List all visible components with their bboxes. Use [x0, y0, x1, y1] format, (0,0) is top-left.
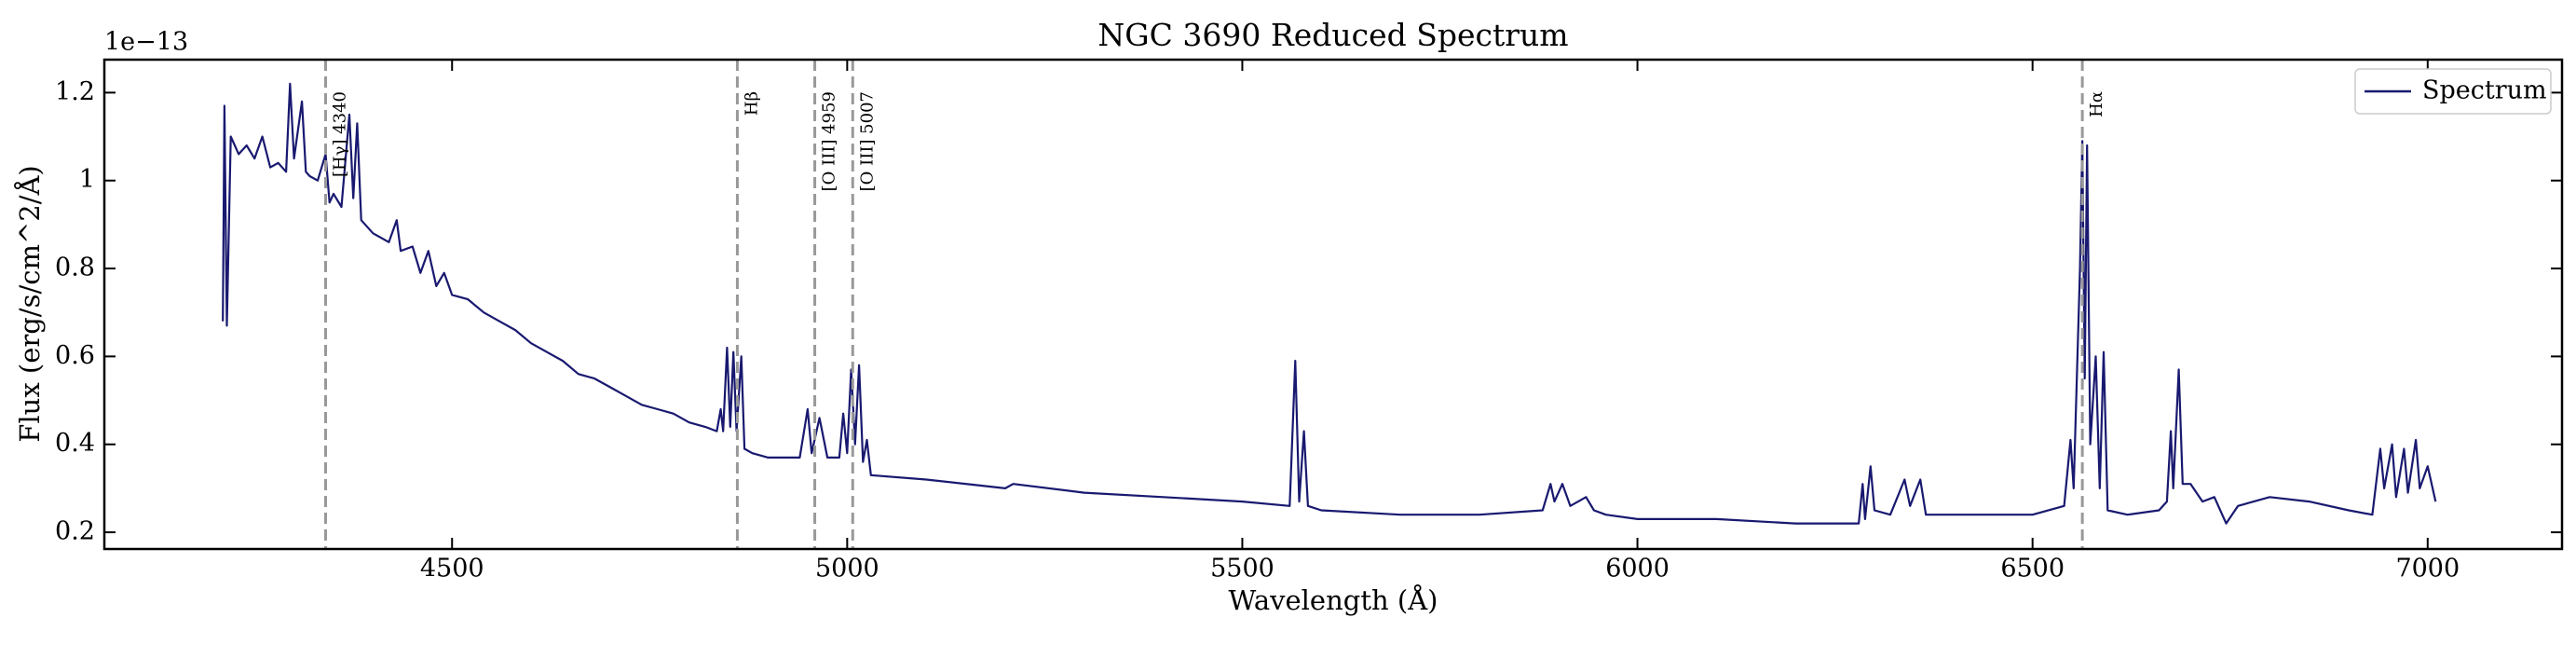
legend-label: Spectrum [2422, 76, 2547, 105]
x-tick-label: 5000 [815, 555, 879, 583]
y-tick-label: 1.2 [55, 77, 95, 106]
x-tick-label: 4500 [420, 555, 484, 583]
x-tick-label: 5500 [1210, 555, 1274, 583]
y-tick-label: 0.6 [55, 341, 95, 370]
x-axis-label: Wavelength (Å) [1229, 583, 1438, 616]
y-tick-label: 1 [79, 165, 95, 194]
reference-label: Hα [2087, 91, 2106, 117]
y-axis-label: Flux (erg/s/cm^2/Å) [13, 165, 46, 443]
reference-label: Hβ [742, 91, 761, 116]
x-tick-label: 6000 [1605, 555, 1670, 583]
x-tick-label: 7000 [2395, 555, 2460, 583]
x-tick-label: 6500 [2000, 555, 2065, 583]
reference-label: [O III] 5007 [857, 91, 877, 191]
y-tick-label: 0.8 [55, 254, 95, 282]
plot-frame [102, 58, 2564, 551]
y-tick-label: 0.2 [55, 517, 95, 546]
legend-box [2354, 68, 2552, 115]
reference-label: [Hγ] 4340 [331, 91, 350, 177]
y-offset-label: 1e−13 [104, 28, 188, 57]
reference-label: [O III] 4959 [820, 91, 839, 191]
y-tick-label: 0.4 [55, 429, 95, 458]
spectrum-line [222, 82, 2437, 525]
chart-title: NGC 3690 Reduced Spectrum [1097, 17, 1568, 53]
